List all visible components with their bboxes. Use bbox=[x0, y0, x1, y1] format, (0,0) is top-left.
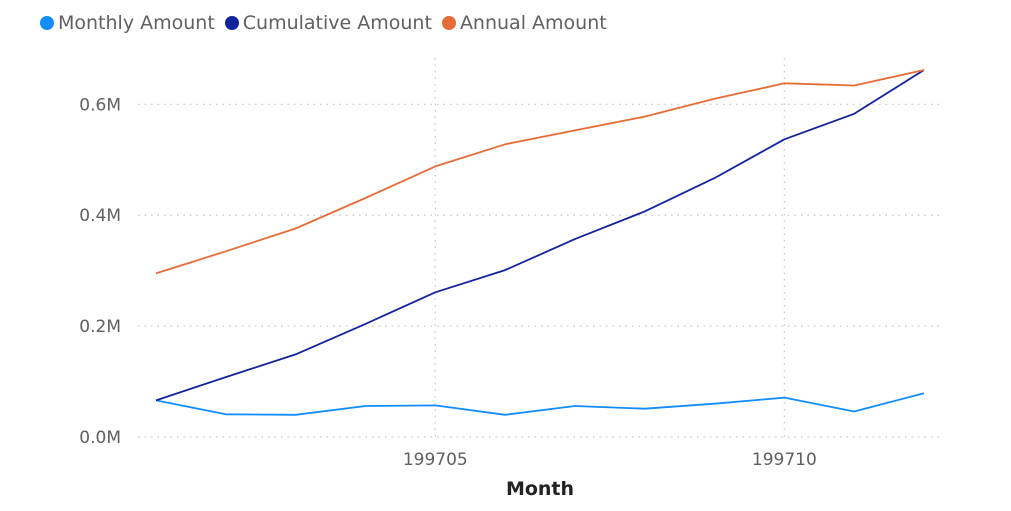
y-tick-label: 0.4M bbox=[79, 206, 121, 226]
y-tick-label: 0.6M bbox=[79, 95, 121, 115]
legend-swatch-cumulative-amount bbox=[224, 16, 239, 30]
legend-swatch-monthly-amount bbox=[40, 16, 54, 30]
legend-item-monthly-amount[interactable]: Monthly Amount bbox=[40, 12, 215, 34]
legend: Monthly Amount Cumulative Amount Annual … bbox=[40, 10, 607, 36]
legend-item-cumulative-amount[interactable]: Cumulative Amount bbox=[224, 12, 432, 34]
gridlines bbox=[138, 58, 944, 438]
legend-label-monthly-amount: Monthly Amount bbox=[58, 12, 215, 34]
y-tick-label: 0.0M bbox=[79, 428, 121, 448]
x-tick-label: 199710 bbox=[752, 450, 817, 470]
series-lines bbox=[155, 69, 925, 416]
series-line-annual-amount[interactable] bbox=[155, 69, 925, 275]
y-tick-label: 0.2M bbox=[79, 317, 121, 337]
legend-label-cumulative-amount: Cumulative Amount bbox=[242, 12, 432, 34]
x-tick-label: 199705 bbox=[403, 450, 468, 470]
legend-label-annual-amount: Annual Amount bbox=[459, 12, 607, 34]
x-axis-title: Month bbox=[506, 478, 574, 500]
series-line-monthly-amount[interactable] bbox=[155, 392, 925, 416]
legend-swatch-annual-amount bbox=[441, 16, 456, 30]
legend-item-annual-amount[interactable]: Annual Amount bbox=[441, 12, 607, 34]
axis-ticks: 0.0M 0.2M 0.4M 0.6M 199705 199710 bbox=[79, 95, 817, 470]
series-line-cumulative-amount[interactable] bbox=[155, 69, 925, 402]
